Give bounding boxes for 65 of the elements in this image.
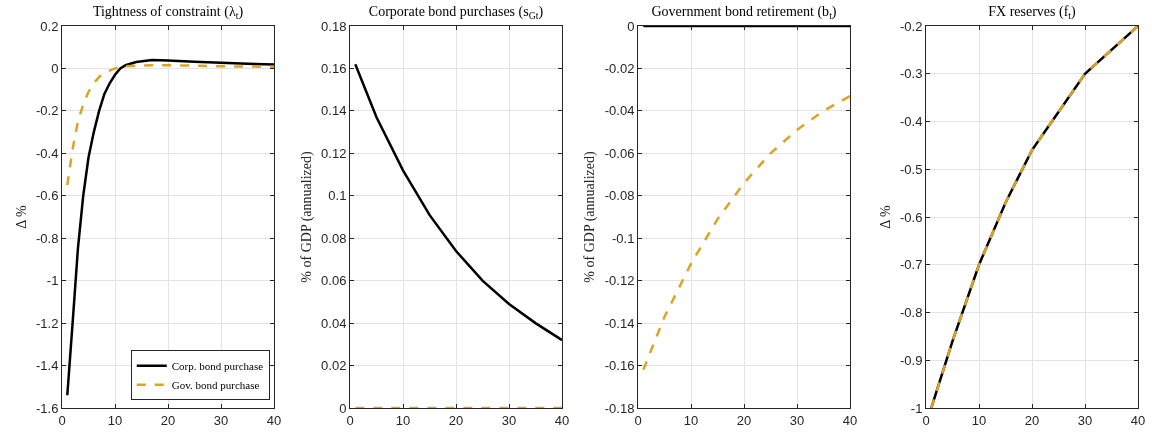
y-tick-label: -0.06	[604, 145, 635, 161]
x-tick-label: 20	[736, 412, 752, 428]
y-tick-label: 0.08	[321, 230, 347, 246]
chart-title: Tightness of constraint (λ$_{t}$)	[92, 4, 244, 22]
y-tick-label: 0.16	[321, 60, 347, 76]
x-tick-label: 40	[842, 412, 858, 428]
chart-title: FX reserves (f$_{t}$)	[988, 4, 1077, 22]
y-tick-label: -1.2	[35, 315, 59, 331]
x-tick-label: 30	[1077, 412, 1093, 428]
y-tick-label: -0.8	[35, 230, 59, 246]
y-tick-label: -0.6	[899, 209, 923, 225]
y-tick-label: 0	[627, 18, 635, 34]
y-tick-label: -0.6	[35, 188, 59, 204]
y-tick-label: -1.4	[35, 358, 59, 374]
y-axis-title: Δ %	[877, 204, 893, 229]
x-tick-label: 40	[266, 412, 282, 428]
x-tick-label: 30	[789, 412, 805, 428]
y-tick-label: 0.04	[321, 315, 347, 331]
y-tick-label: 0.06	[321, 273, 347, 289]
y-axis-title: Δ %	[13, 204, 29, 229]
y-tick-label: 0	[51, 60, 59, 76]
y-tick-label: -0.18	[604, 400, 635, 416]
legend-label: Gov. bond purchase	[171, 379, 260, 392]
y-tick-label: 0.1	[328, 188, 347, 204]
y-axis-title: % of GDP (annualized)	[298, 151, 315, 283]
y-tick-label: -1	[46, 273, 59, 289]
y-tick-label: -0.7	[899, 257, 923, 273]
x-tick-label: 10	[107, 412, 123, 428]
y-tick-label: -0.4	[35, 145, 59, 161]
y-tick-label: 0.02	[321, 358, 347, 374]
y-tick-label: -0.4	[899, 114, 923, 130]
y-tick-label: 0.12	[321, 145, 347, 161]
x-tick-label: 10	[683, 412, 699, 428]
x-tick-label: 10	[971, 412, 987, 428]
y-tick-label: -0.12	[604, 273, 635, 289]
y-tick-label: -0.3	[899, 66, 923, 82]
y-tick-label: 0.18	[321, 18, 347, 34]
y-tick-label: -0.2	[899, 18, 923, 34]
y-axis-title: % of GDP (annualized)	[582, 151, 599, 283]
chart-title: Government bond retirement (b$_{t}$)	[651, 4, 837, 22]
x-tick-label: 20	[160, 412, 176, 428]
x-tick-label: 40	[1130, 412, 1146, 428]
y-tick-label: 0.14	[321, 103, 347, 119]
x-tick-label: 20	[1024, 412, 1040, 428]
y-tick-label: -0.04	[604, 103, 635, 119]
x-tick-label: 10	[395, 412, 411, 428]
legend-label: Corp. bond purchase	[171, 360, 264, 373]
y-tick-label: 0.2	[40, 18, 59, 34]
y-tick-label: -0.1	[611, 230, 635, 246]
x-tick-label: 30	[213, 412, 229, 428]
x-tick-label: 20	[448, 412, 464, 428]
y-tick-label: -0.08	[604, 188, 635, 204]
y-tick-label: -0.02	[604, 60, 635, 76]
y-tick-label: -1.6	[35, 400, 59, 416]
y-tick-label: -0.16	[604, 358, 635, 374]
y-tick-label: 0	[339, 400, 347, 416]
chart-title: Corporate bond purchases (s$_{Gt}$)	[368, 4, 544, 22]
y-tick-label: -0.8	[899, 305, 923, 321]
y-tick-label: -0.9	[899, 352, 923, 368]
y-tick-label: -0.2	[35, 103, 59, 119]
y-tick-label: -1	[910, 400, 923, 416]
y-tick-label: -0.5	[899, 161, 923, 177]
y-tick-label: -0.14	[604, 315, 635, 331]
x-tick-label: 40	[554, 412, 570, 428]
x-tick-label: 30	[501, 412, 517, 428]
